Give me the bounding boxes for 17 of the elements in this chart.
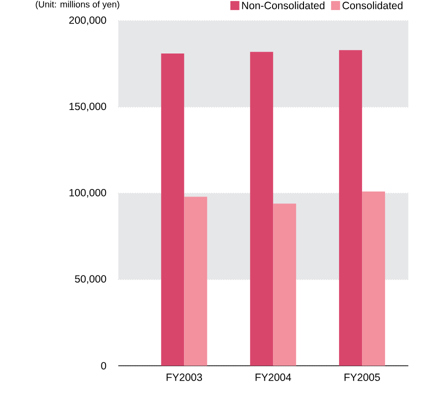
x-tick-label: FY2005 [344, 374, 380, 381]
text: (Unit: millions of yen) [36, 0, 120, 10]
bar [339, 50, 362, 366]
y-tick-label: 150,000 [70, 102, 106, 112]
legend-label: Consolidated [342, 2, 402, 10]
x-tick-label: FY2003 [166, 374, 202, 381]
bar [161, 54, 184, 366]
bar [273, 204, 296, 366]
y-tick-label: 100,000 [70, 188, 106, 198]
bar [184, 196, 208, 366]
legend-label: Non-Consolidated [242, 2, 324, 10]
y-tick-label: 0 [101, 362, 106, 370]
bar [362, 192, 386, 366]
bar [250, 52, 274, 366]
y-tick-label: 50,000 [74, 275, 106, 284]
x-tick-label: FY2004 [256, 374, 292, 381]
y-tick-label: 200,000 [69, 16, 106, 26]
